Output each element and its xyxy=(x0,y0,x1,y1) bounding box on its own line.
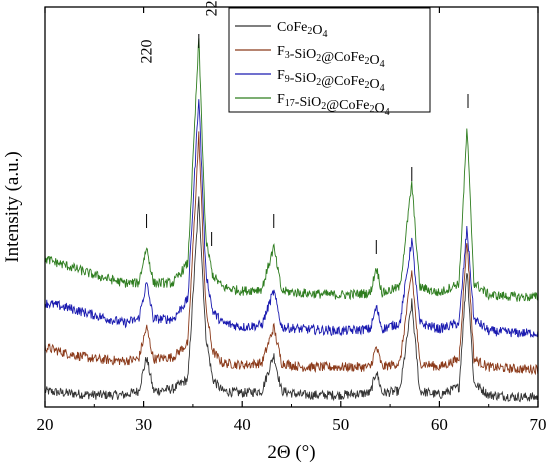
legend-entry: F17-SiO2@CoFe2O4 xyxy=(277,92,390,118)
x-tick-label: 60 xyxy=(431,415,448,434)
series-line-4 xyxy=(44,38,539,302)
x-tick-label: 50 xyxy=(332,415,349,434)
legend-entry: CoFe2O4 xyxy=(277,20,327,40)
peak-label-layer: 220311222400422511440 xyxy=(139,0,469,254)
legend-entry: F9-SiO2@CoFe2O4 xyxy=(277,68,385,94)
x-tick-label: 70 xyxy=(530,415,547,434)
series-line-2 xyxy=(44,131,539,376)
peak-label-222: 222 xyxy=(204,0,221,16)
x-axis-label: 2Θ (°) xyxy=(267,442,315,463)
x-tick-label: 20 xyxy=(37,415,54,434)
y-axis-label: Intensity (a.u.) xyxy=(2,151,23,262)
legend-entry: F3-SiO2@CoFe2O4 xyxy=(277,44,385,70)
legend: CoFe2O4 F3-SiO2@CoFe2O4F9-SiO2@CoFe2O4F17… xyxy=(228,7,431,118)
axis-ticks: 20 30 40 50 60 70 xyxy=(37,7,547,434)
peak-label-220: 220 xyxy=(139,39,156,63)
x-tick-label: 40 xyxy=(234,415,251,434)
x-tick-label: 30 xyxy=(135,415,152,434)
series-layer xyxy=(44,38,539,403)
series-line-1 xyxy=(44,196,539,403)
series-line-3 xyxy=(44,99,539,338)
legend-box xyxy=(228,7,431,113)
